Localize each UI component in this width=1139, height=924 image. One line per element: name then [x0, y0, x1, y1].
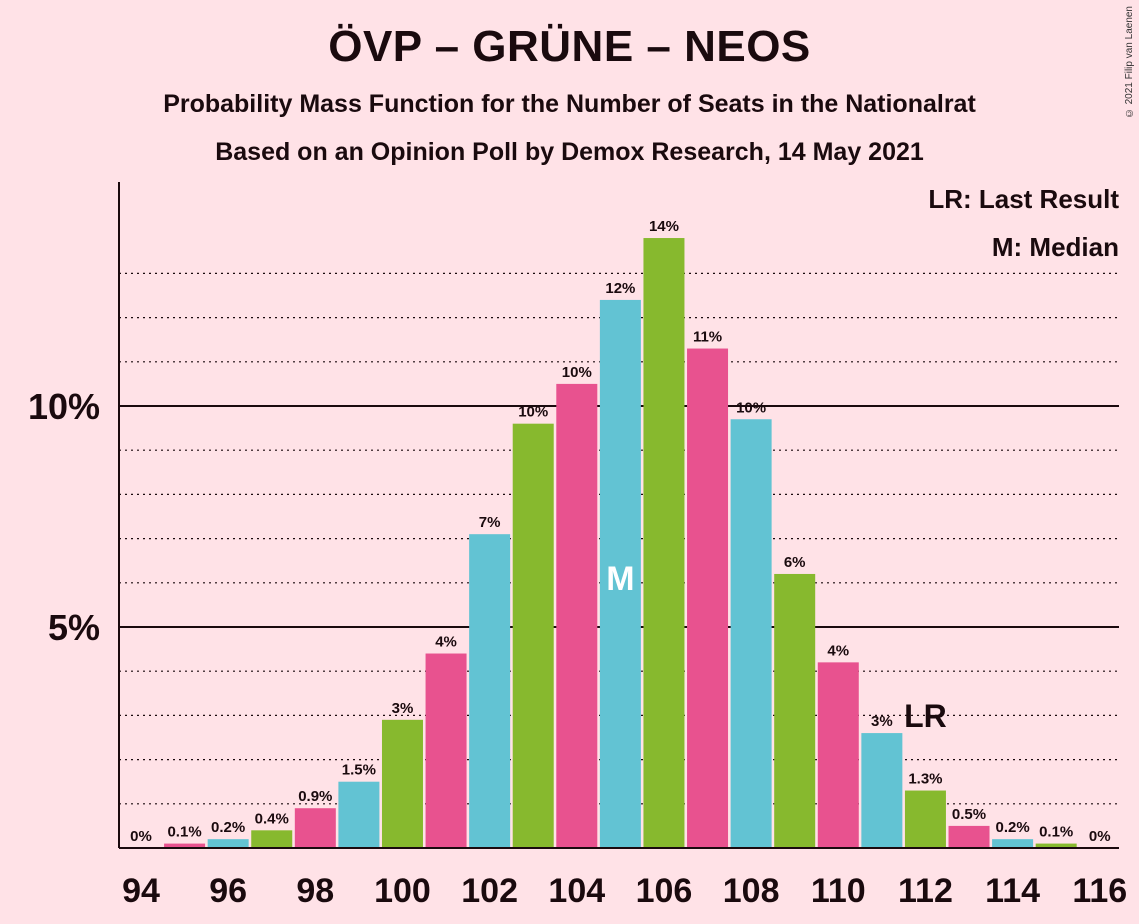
data-label-99: 1.5%: [342, 762, 376, 779]
bar-110: [817, 662, 859, 848]
data-label-112: 1.3%: [908, 771, 942, 788]
x-tick-label: 94: [122, 872, 160, 910]
data-label-110: 4%: [827, 642, 849, 659]
data-labels-layer: 0% 0.1% 0.2% 0.4% 0.9% 1.5% 3% 4% 7% 10% 10% 12% 14%…: [130, 218, 1110, 845]
x-tick-label: 100: [374, 872, 431, 910]
x-tick-label: 108: [723, 872, 780, 910]
bar-103: [512, 423, 554, 848]
bar-108: [730, 419, 772, 848]
chart-source-line: Based on an Opinion Poll by Demox Resear…: [215, 138, 924, 166]
bar-112: [904, 790, 946, 848]
x-tick-label: 104: [548, 872, 605, 910]
bar-114: [992, 839, 1034, 848]
bar-109: [774, 573, 816, 848]
data-label-97: 0.4%: [255, 810, 289, 827]
bar-97: [251, 830, 293, 848]
data-label-95: 0.1%: [167, 824, 201, 841]
x-tick-label: 112: [898, 872, 953, 910]
data-label-114: 0.2%: [995, 819, 1029, 836]
data-label-108: 10%: [736, 399, 766, 416]
axes-layer: 5% 10% 94 96 98 100 102 104 106 108 110 112 114 116: [28, 182, 1127, 910]
data-label-102: 7%: [479, 514, 501, 531]
data-label-104: 10%: [562, 364, 592, 381]
x-tick-label: 116: [1072, 872, 1127, 910]
x-tick-label: 96: [209, 872, 247, 910]
data-label-101: 4%: [435, 634, 457, 651]
bar-95: [164, 843, 206, 848]
data-label-107: 11%: [693, 329, 722, 346]
bar-102: [469, 534, 511, 848]
legend-median: M: Median: [991, 232, 1119, 262]
bar-107: [687, 348, 729, 848]
data-label-111: 3%: [871, 713, 893, 730]
data-label-115: 0.1%: [1039, 824, 1073, 841]
bar-96: [207, 839, 249, 848]
bar-105: [599, 299, 641, 848]
bar-113: [948, 825, 990, 848]
bar-100: [381, 719, 423, 848]
bar-99: [338, 781, 380, 848]
x-tick-label: 102: [461, 872, 518, 910]
bars-layer: [164, 238, 1077, 849]
data-label-105: 12%: [605, 280, 635, 297]
data-label-100: 3%: [392, 700, 414, 717]
y-tick-label: 5%: [48, 607, 100, 648]
data-label-113: 0.5%: [952, 806, 986, 823]
data-label-106: 14%: [649, 218, 679, 235]
bar-106: [643, 238, 685, 849]
data-label-103: 10%: [518, 404, 548, 421]
bar-98: [294, 808, 336, 848]
chart-subtitle: Probability Mass Function for the Number…: [163, 90, 976, 118]
x-tick-label: 106: [636, 872, 693, 910]
data-label-98: 0.9%: [298, 788, 332, 805]
bar-104: [556, 383, 598, 848]
bar-101: [425, 653, 467, 848]
data-label-116: 0%: [1089, 828, 1111, 845]
x-tick-label: 98: [296, 872, 334, 910]
last-result-marker: LR: [904, 698, 947, 734]
y-tick-label: 10%: [28, 386, 100, 427]
legend-last-result: LR: Last Result: [928, 184, 1119, 214]
x-tick-label: 114: [985, 872, 1040, 910]
median-marker: M: [606, 560, 634, 598]
data-label-109: 6%: [784, 554, 806, 571]
data-label-94: 0%: [130, 828, 152, 845]
bar-111: [861, 733, 903, 848]
x-tick-label: 110: [811, 872, 866, 910]
data-label-96: 0.2%: [211, 819, 245, 836]
bar-115: [1035, 843, 1077, 848]
chart-title: ÖVP – GRÜNE – NEOS: [328, 22, 811, 71]
